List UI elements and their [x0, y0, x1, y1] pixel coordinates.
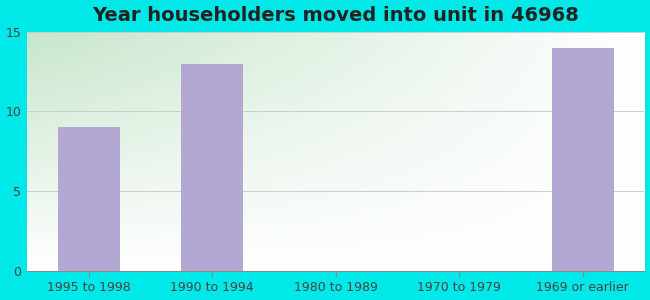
Bar: [552, 48, 614, 271]
Bar: [181, 64, 243, 271]
Bar: [58, 128, 120, 271]
Title: Year householders moved into unit in 46968: Year householders moved into unit in 469…: [92, 6, 579, 25]
